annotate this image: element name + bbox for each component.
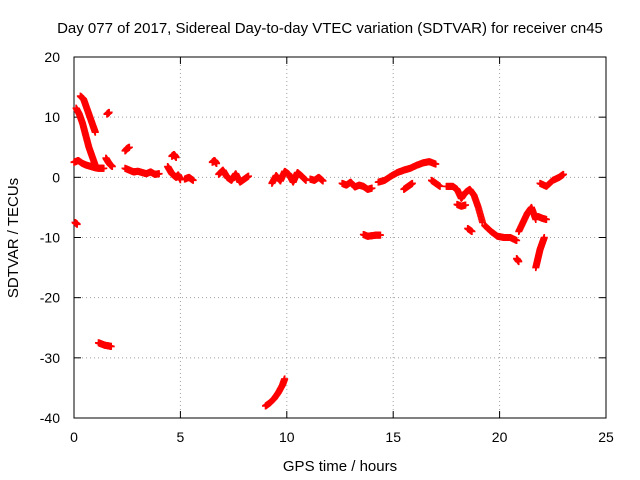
data-point — [281, 375, 289, 383]
data-point — [189, 176, 197, 184]
data-point — [107, 342, 115, 350]
x-axis-label: GPS time / hours — [283, 458, 397, 475]
data-point — [376, 231, 384, 239]
grid — [74, 57, 606, 418]
data-point — [108, 163, 116, 171]
data-point — [432, 160, 440, 168]
x-tick-label: 25 — [598, 429, 614, 445]
data-point — [468, 227, 476, 235]
x-tick-label: 0 — [70, 429, 78, 445]
data-point — [244, 172, 252, 180]
data-point — [559, 170, 567, 178]
data-point — [172, 153, 180, 161]
data-point — [125, 143, 133, 151]
data-point — [100, 164, 108, 172]
y-tick-label: -10 — [40, 230, 60, 246]
chart-title: Day 077 of 2017, Sidereal Day-to-day VTE… — [57, 20, 603, 37]
y-tick-label: -30 — [40, 350, 60, 366]
x-tick-label: 20 — [492, 429, 508, 445]
x-tick-label: 15 — [385, 429, 401, 445]
data-point — [302, 176, 310, 184]
data-point — [155, 170, 163, 178]
y-axis-label: SDTVAR / TECUs — [5, 178, 22, 298]
data-points — [70, 92, 567, 410]
data-point — [73, 220, 81, 228]
data-point — [408, 179, 416, 187]
y-tick-label: 0 — [52, 169, 60, 185]
y-tick-label: 20 — [44, 49, 60, 65]
data-point — [91, 128, 99, 136]
data-point — [462, 201, 470, 209]
data-point — [368, 184, 376, 192]
data-point — [436, 182, 444, 190]
data-point — [213, 159, 221, 167]
data-point — [542, 215, 550, 223]
y-tick-label: 10 — [44, 109, 60, 125]
data-point — [105, 108, 113, 116]
y-tick-label: -20 — [40, 290, 60, 306]
axis-ticks — [73, 56, 607, 419]
y-tick-label: -40 — [40, 410, 60, 426]
data-point — [540, 234, 548, 241]
data-point — [513, 237, 521, 245]
x-tick-label: 10 — [279, 429, 295, 445]
data-point — [515, 258, 523, 266]
x-tick-labels: 0 5 10 15 20 25 — [70, 429, 614, 445]
y-tick-labels: -40 -30 -20 -10 0 10 20 — [40, 49, 60, 426]
x-tick-label: 5 — [177, 429, 185, 445]
data-point — [319, 177, 327, 185]
